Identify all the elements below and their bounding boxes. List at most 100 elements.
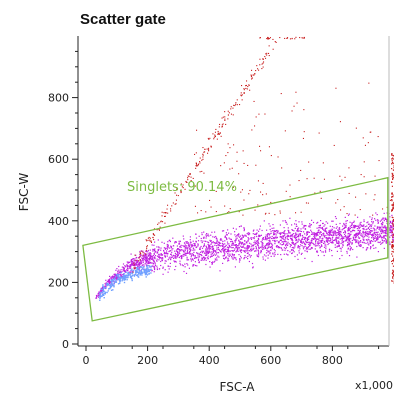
event-point [103,297,105,299]
event-point [188,244,190,246]
event-point [188,245,191,247]
event-point [355,232,357,235]
event-point [342,237,345,239]
event-point [312,221,315,224]
event-point [236,99,238,101]
event-point [391,174,393,176]
event-point [247,255,249,257]
singlets-gate[interactable] [82,176,389,322]
event-point [145,254,147,256]
event-point [320,240,322,242]
event-point [211,251,213,253]
event-point [294,238,296,240]
event-point [147,251,149,253]
event-point [373,228,375,230]
event-point [391,209,393,211]
event-point [285,253,288,255]
event-point [331,230,333,232]
event-point [109,286,112,288]
event-point [344,227,346,229]
event-point [338,241,340,243]
event-point [373,232,375,234]
event-point [312,242,314,244]
event-point [351,239,353,242]
event-point [325,244,327,246]
event-point [188,251,190,253]
event-point [271,246,273,248]
event-point [160,260,162,263]
event-point [342,225,344,227]
event-point [312,233,314,236]
event-point [146,265,148,268]
event-point [322,239,324,241]
event-point [335,238,337,240]
event-point [344,216,346,218]
event-point [370,240,372,242]
event-point [354,225,356,227]
event-point [139,259,141,261]
event-point [206,233,208,235]
event-point [276,240,278,242]
event-point [291,110,293,112]
event-point [358,232,360,234]
event-point [243,247,246,249]
event-point [331,231,333,233]
event-point [243,228,245,230]
event-point [381,223,383,226]
event-point [157,249,159,251]
event-point [221,242,224,245]
event-point [391,193,393,195]
event-point [167,244,169,246]
event-point [350,233,352,235]
event-point [165,252,167,254]
event-point [255,248,257,250]
event-point [112,278,114,280]
event-point [349,241,352,243]
event-point [239,104,241,106]
event-point [191,258,193,261]
event-point [368,232,370,234]
event-point [236,250,238,252]
event-point [145,257,147,259]
event-point [136,267,138,269]
event-point [295,236,298,239]
event-point [295,220,297,222]
event-point [144,273,147,276]
event-point [357,233,360,235]
event-point [392,280,394,282]
event-point [132,262,134,264]
event-point [251,129,253,131]
event-point [391,172,393,174]
event-point [373,199,375,201]
event-point [247,86,249,88]
event-point [199,171,201,173]
event-point [346,220,348,222]
event-point [345,226,347,228]
event-point [148,259,150,261]
event-point [109,278,111,280]
event-point [311,240,313,242]
event-point [274,243,276,245]
event-point [140,266,142,269]
event-point [323,232,325,234]
event-point [269,233,271,235]
event-point [105,282,107,284]
event-point [227,110,229,112]
event-point [279,246,281,248]
event-point [122,275,124,277]
event-point [264,246,266,248]
event-point [284,245,287,247]
event-point [380,219,383,221]
event-point [202,252,204,254]
event-point [372,244,374,246]
event-point [137,274,139,276]
event-point [371,234,373,237]
event-point [291,247,293,249]
event-point [272,252,274,254]
event-point [381,221,384,223]
event-point [323,225,325,227]
event-point [166,247,168,249]
event-point [286,37,288,39]
event-point [365,242,367,244]
event-point [138,265,140,267]
